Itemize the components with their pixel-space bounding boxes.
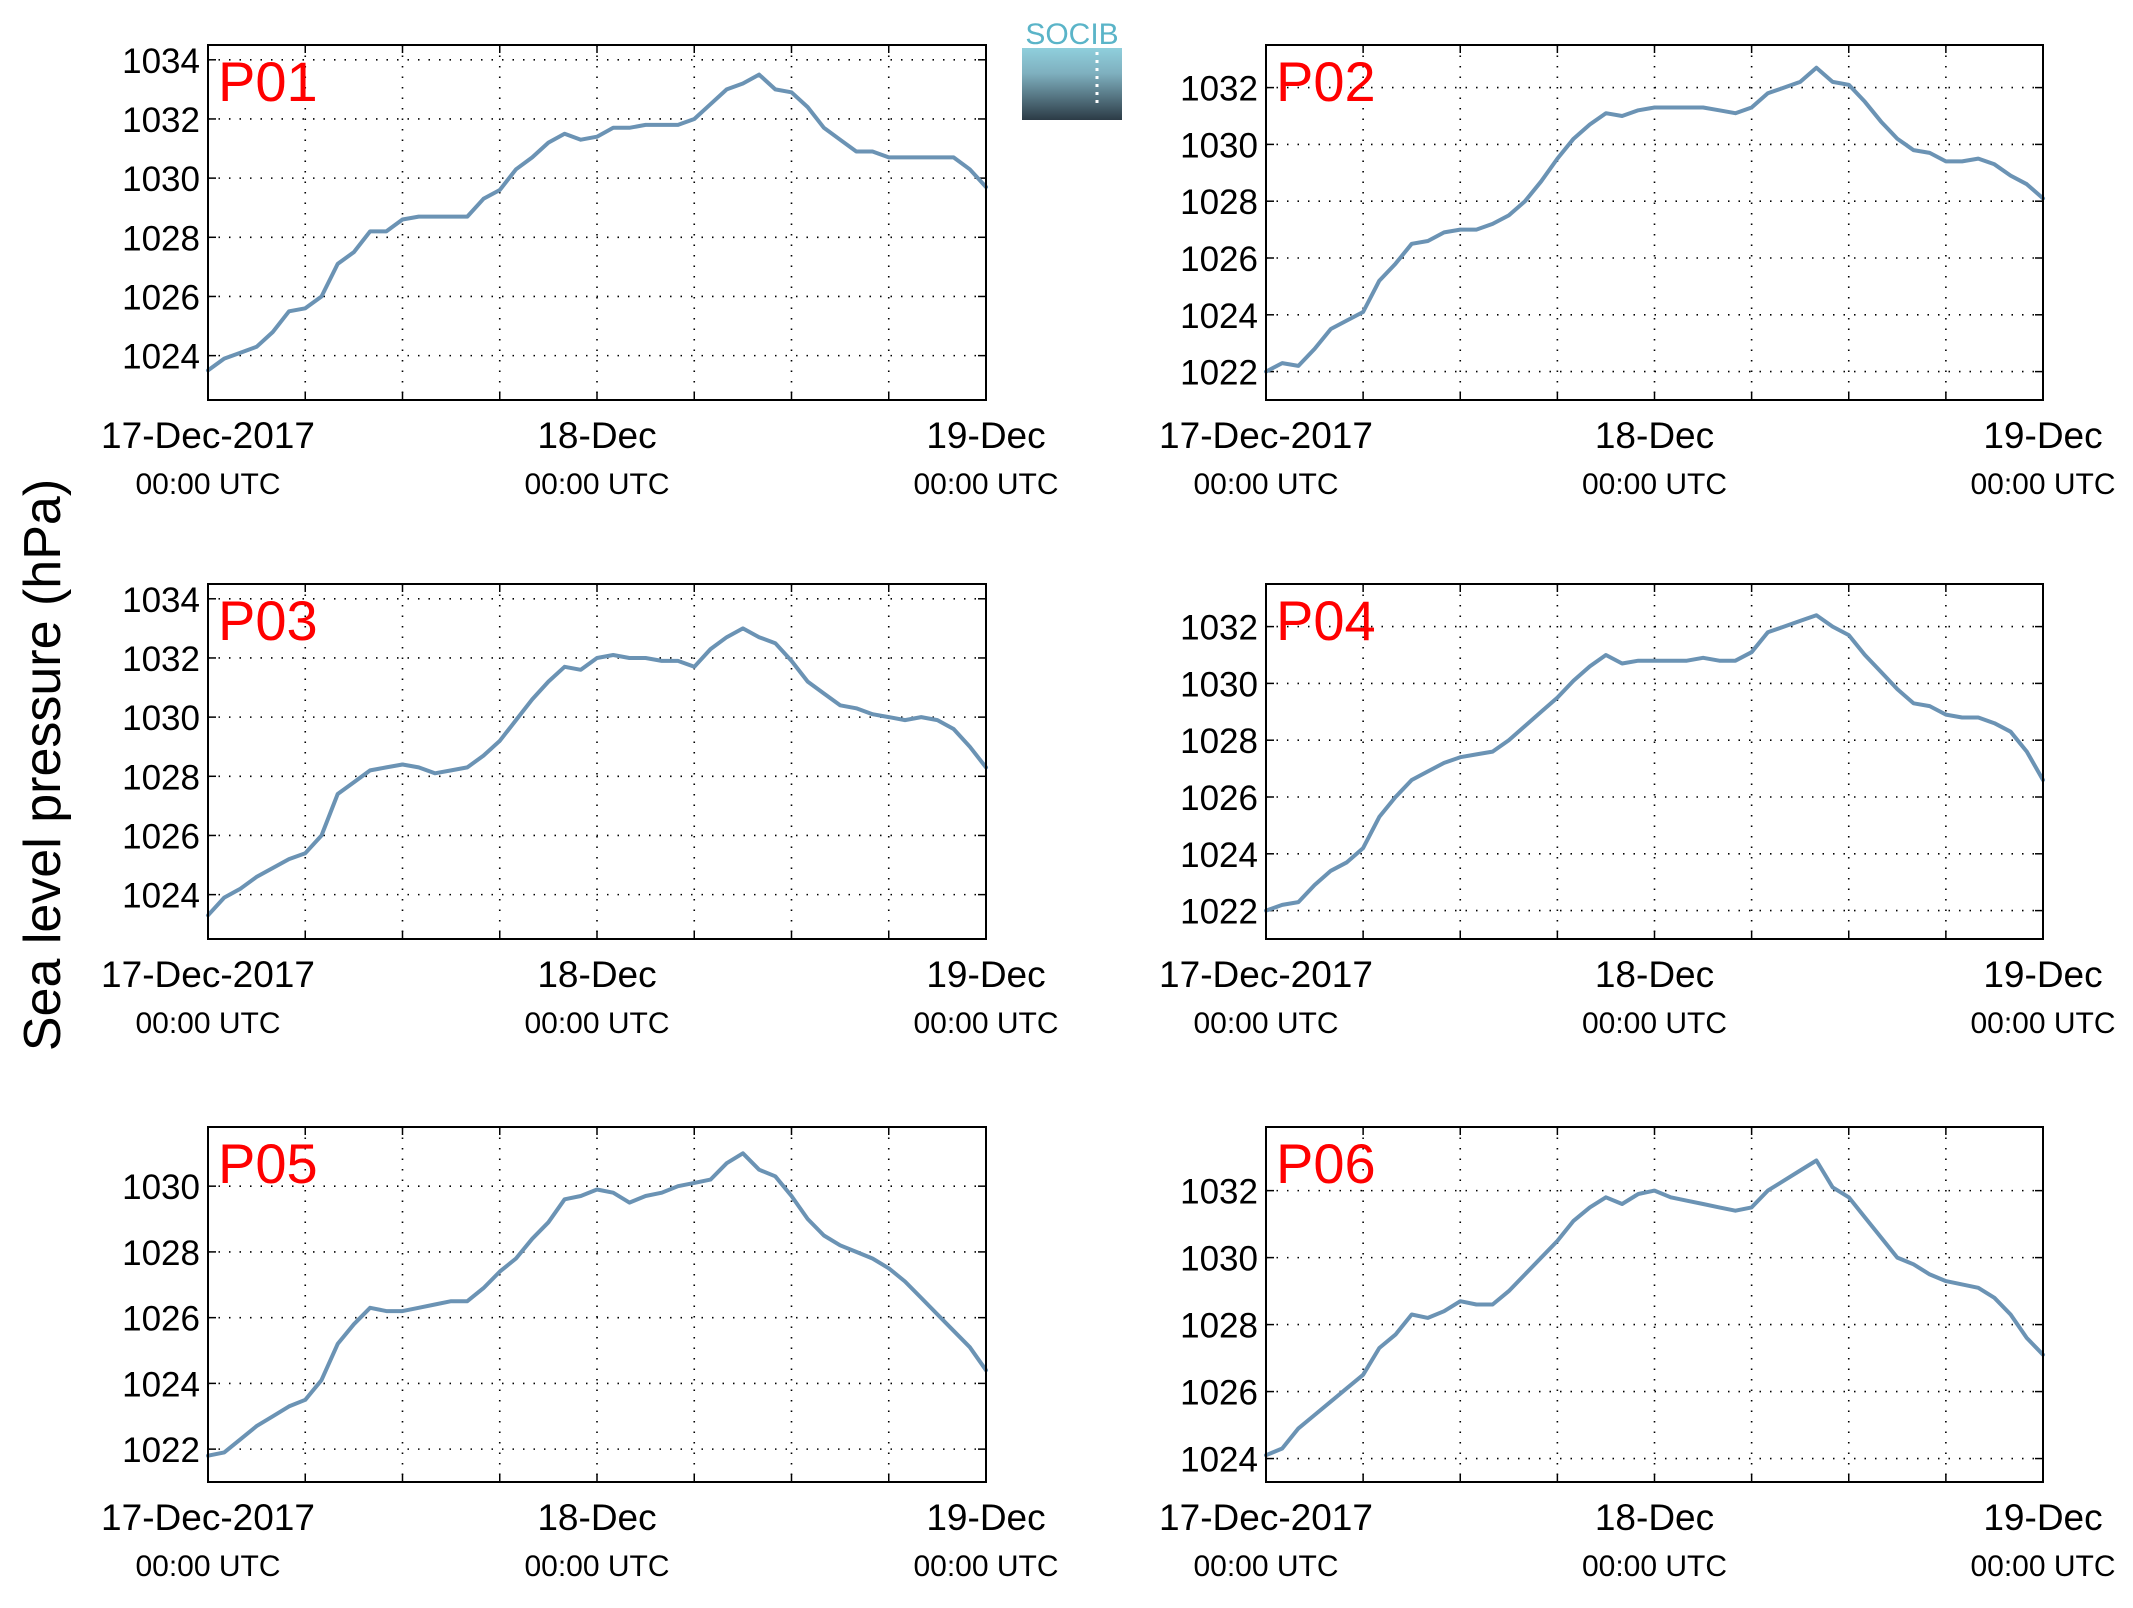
x-tick-label-time: 00:00 UTC xyxy=(1193,1007,1338,1040)
x-tick-label-date: 19-Dec xyxy=(926,415,1045,456)
x-tick-label-time: 00:00 UTC xyxy=(135,1007,280,1040)
panel-title: P05 xyxy=(218,1132,318,1195)
plot-frame xyxy=(1265,583,2044,940)
panel-title: P02 xyxy=(1276,50,1376,113)
pressure-line xyxy=(1264,1158,2045,1458)
plot-frame xyxy=(1265,1126,2044,1483)
plot-frame xyxy=(1265,44,2044,401)
panel-title: P04 xyxy=(1276,589,1376,652)
x-tick-label-date: 18-Dec xyxy=(537,415,656,456)
x-tick-label-date: 18-Dec xyxy=(1595,954,1714,995)
logo-text: SOCIB xyxy=(1025,18,1118,51)
x-tick-label-time: 00:00 UTC xyxy=(1193,468,1338,501)
x-tick-label-time: 00:00 UTC xyxy=(1970,1550,2115,1583)
panel-title: P06 xyxy=(1276,1132,1376,1195)
x-tick-label-time: 00:00 UTC xyxy=(135,1550,280,1583)
chart-panel-p04: 1022 1024 1026 1028 1030 1032 P04 17-Dec-2017 00… xyxy=(1159,583,2116,1040)
y-tick-label: 1024 xyxy=(1180,1441,1258,1480)
y-tick-label: 1032 xyxy=(122,101,200,140)
y-tick-label: 1032 xyxy=(1180,609,1258,648)
y-tick-label: 1030 xyxy=(122,699,200,738)
panel-title: P01 xyxy=(218,50,318,113)
plot-frame xyxy=(207,1126,987,1483)
y-tick-label: 1026 xyxy=(1180,1374,1258,1413)
y-tick-label: 1024 xyxy=(1180,836,1258,875)
x-tick-label-time: 00:00 UTC xyxy=(1193,1550,1338,1583)
x-tick-label-date: 19-Dec xyxy=(926,1497,1045,1538)
chart-panel-p05: 1022 1024 1026 1028 1030 P05 17-Dec-2017 00:00 … xyxy=(101,1126,1059,1583)
y-tick-label: 1034 xyxy=(122,581,200,620)
y-tick-label: 1024 xyxy=(1180,297,1258,336)
x-tick-label-date: 17-Dec-2017 xyxy=(1159,1497,1373,1538)
x-tick-label-date: 17-Dec-2017 xyxy=(1159,415,1373,456)
x-tick-label-time: 00:00 UTC xyxy=(524,1007,669,1040)
y-tick-label: 1032 xyxy=(1180,1173,1258,1212)
x-tick-label-time: 00:00 UTC xyxy=(524,1550,669,1583)
x-tick-label-time: 00:00 UTC xyxy=(1582,468,1727,501)
pressure-line xyxy=(1264,613,2045,913)
pressure-line xyxy=(206,72,988,373)
y-tick-label: 1034 xyxy=(122,42,200,81)
y-tick-label: 1024 xyxy=(122,338,200,377)
x-tick-label-time: 00:00 UTC xyxy=(524,468,669,501)
y-tick-label: 1028 xyxy=(122,1234,200,1273)
x-tick-label-date: 18-Dec xyxy=(1595,1497,1714,1538)
plot-frame xyxy=(207,583,987,940)
y-tick-label: 1022 xyxy=(1180,354,1258,393)
x-tick-label-date: 18-Dec xyxy=(537,954,656,995)
x-tick-label-time: 00:00 UTC xyxy=(913,1007,1058,1040)
x-tick-label-date: 18-Dec xyxy=(1595,415,1714,456)
x-tick-label-date: 19-Dec xyxy=(926,954,1045,995)
panel-title: P03 xyxy=(218,589,318,652)
y-tick-label: 1032 xyxy=(1180,70,1258,109)
socib-logo: SOCIB xyxy=(1022,18,1122,120)
y-tick-label: 1026 xyxy=(122,278,200,317)
x-tick-label-date: 17-Dec-2017 xyxy=(101,1497,315,1538)
logo-tile xyxy=(1022,48,1122,120)
plot-frame xyxy=(207,44,987,401)
chart-panel-p01: 1024 1026 1028 1030 1032 1034 P01 17-Dec-2017 00… xyxy=(101,42,1058,501)
y-tick-label: 1028 xyxy=(122,758,200,797)
chart-panel-p06: 1024 1026 1028 1030 1032 P06 17-Dec-2017 00:00 … xyxy=(1159,1126,2116,1583)
x-tick-label-time: 00:00 UTC xyxy=(1582,1007,1727,1040)
y-tick-label: 1030 xyxy=(1180,665,1258,704)
y-tick-label: 1030 xyxy=(1180,126,1258,165)
y-tick-label: 1030 xyxy=(122,160,200,199)
x-tick-label-date: 17-Dec-2017 xyxy=(101,415,315,456)
y-tick-label: 1026 xyxy=(1180,240,1258,279)
y-tick-label: 1032 xyxy=(122,640,200,679)
x-tick-label-date: 18-Dec xyxy=(537,1497,656,1538)
x-tick-label-date: 17-Dec-2017 xyxy=(101,954,315,995)
y-tick-label: 1026 xyxy=(122,1300,200,1339)
y-tick-label: 1030 xyxy=(122,1168,200,1207)
x-tick-label-time: 00:00 UTC xyxy=(1970,1007,2115,1040)
pressure-line xyxy=(206,626,988,918)
y-axis-label: Sea level pressure (hPa) xyxy=(14,479,72,1051)
y-tick-label: 1026 xyxy=(122,817,200,856)
y-tick-label: 1024 xyxy=(122,877,200,916)
y-tick-label: 1022 xyxy=(1180,893,1258,932)
x-tick-label-time: 00:00 UTC xyxy=(1582,1550,1727,1583)
x-tick-label-date: 19-Dec xyxy=(1983,954,2102,995)
y-tick-label: 1024 xyxy=(122,1365,200,1404)
x-tick-label-date: 19-Dec xyxy=(1983,415,2102,456)
x-tick-label-time: 00:00 UTC xyxy=(1970,468,2115,501)
y-tick-label: 1028 xyxy=(1180,722,1258,761)
chart-panel-p02: 1022 1024 1026 1028 1030 1032 P02 17-Dec-2017 00… xyxy=(1159,44,2116,501)
y-tick-label: 1028 xyxy=(122,219,200,258)
y-tick-label: 1022 xyxy=(122,1431,200,1470)
pressure-line xyxy=(1264,65,2045,374)
y-tick-label: 1028 xyxy=(1180,1307,1258,1346)
x-tick-label-time: 00:00 UTC xyxy=(913,468,1058,501)
chart-panel-p03: 1024 1026 1028 1030 1032 1034 P03 17-Dec-2017 00… xyxy=(101,581,1058,1040)
x-tick-label-date: 17-Dec-2017 xyxy=(1159,954,1373,995)
x-tick-label-date: 19-Dec xyxy=(1983,1497,2102,1538)
x-tick-label-time: 00:00 UTC xyxy=(913,1550,1058,1583)
pressure-line xyxy=(206,1151,988,1458)
y-tick-label: 1026 xyxy=(1180,779,1258,818)
x-tick-label-time: 00:00 UTC xyxy=(135,468,280,501)
y-tick-label: 1028 xyxy=(1180,183,1258,222)
y-tick-label: 1030 xyxy=(1180,1240,1258,1279)
